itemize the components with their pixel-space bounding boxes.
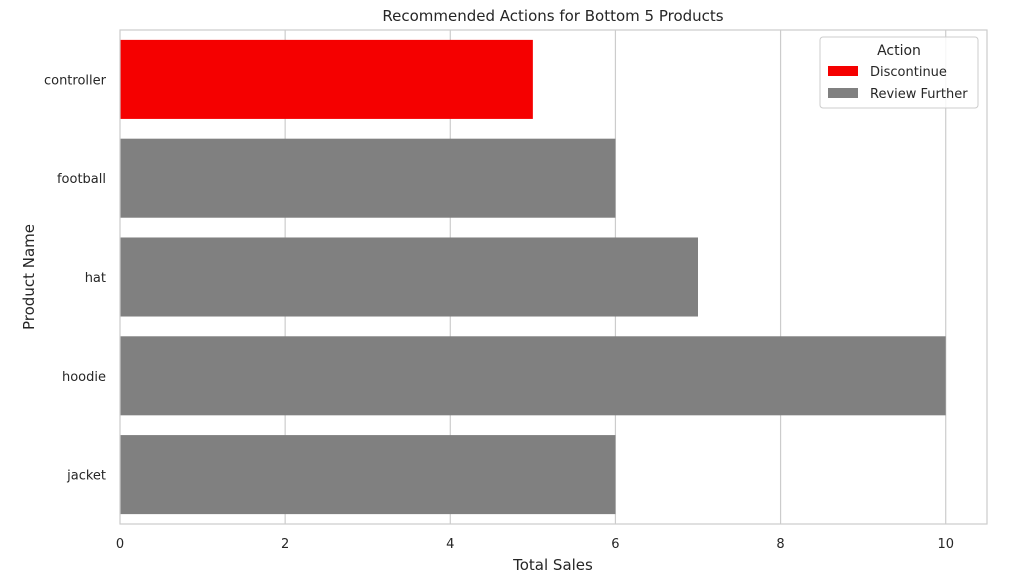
x-tick-label-8: 8: [776, 537, 784, 552]
x-axis-label: Total Sales: [512, 556, 593, 574]
bar-layer: [120, 39, 946, 515]
legend-label-review-further: Review Further: [870, 87, 968, 102]
legend-title: Action: [877, 43, 921, 59]
bar-controller: [120, 39, 533, 119]
y-tick-label-hat: hat: [85, 271, 106, 286]
y-tick-label-football: football: [57, 172, 106, 187]
bar-hat: [120, 237, 698, 317]
x-tick-label-0: 0: [116, 537, 124, 552]
legend: Action Discontinue Review Further: [819, 36, 979, 109]
x-tick-labels: 0 2 4 6 8 10: [116, 537, 954, 552]
chart-title: Recommended Actions for Bottom 5 Product…: [382, 7, 723, 25]
x-tick-label-6: 6: [611, 537, 619, 552]
bar-jacket: [120, 435, 616, 515]
y-tick-labels: controller football hat hoodie jacket: [44, 73, 107, 483]
plot-frame: [119, 29, 988, 525]
y-tick-label-hoodie: hoodie: [62, 370, 106, 385]
x-tick-label-10: 10: [937, 537, 954, 552]
legend-label-discontinue: Discontinue: [870, 65, 947, 80]
y-axis-label: Product Name: [20, 224, 38, 330]
bar-football: [120, 138, 616, 218]
y-tick-label-jacket: jacket: [66, 469, 106, 484]
legend-box: [819, 36, 979, 109]
legend-swatch-discontinue: [828, 66, 858, 76]
y-tick-label-controller: controller: [44, 73, 107, 88]
legend-swatch-review-further: [828, 88, 858, 98]
x-tick-label-4: 4: [446, 537, 454, 552]
bar-hoodie: [120, 336, 946, 416]
x-tick-label-2: 2: [281, 537, 289, 552]
